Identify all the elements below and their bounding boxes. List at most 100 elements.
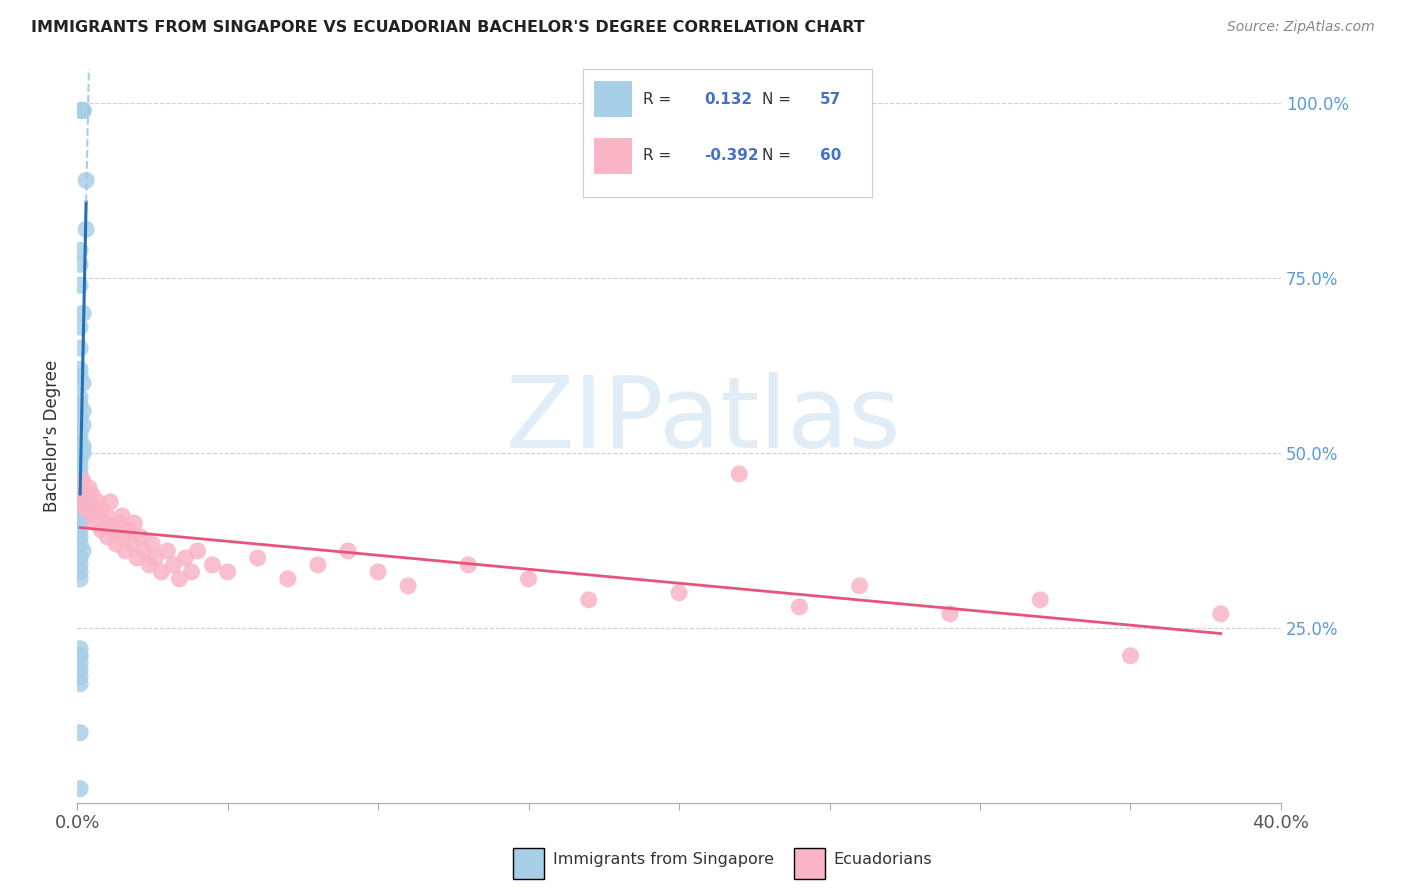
Point	[69, 432, 91, 446]
Point	[96, 530, 118, 544]
Point	[69, 397, 91, 411]
Point	[201, 558, 224, 572]
Point	[72, 446, 94, 460]
Point	[87, 508, 110, 523]
Point	[1209, 607, 1232, 621]
Point	[939, 607, 962, 621]
Point	[72, 376, 94, 391]
Point	[69, 572, 91, 586]
Point	[69, 663, 91, 677]
Point	[72, 306, 94, 320]
Point	[69, 460, 91, 475]
Point	[69, 508, 91, 523]
Point	[72, 404, 94, 418]
Point	[87, 495, 110, 509]
Point	[457, 558, 479, 572]
Point	[69, 677, 91, 691]
Point	[69, 488, 91, 502]
Point	[72, 439, 94, 453]
Point	[69, 725, 91, 739]
Point	[69, 481, 91, 495]
Point	[111, 508, 134, 523]
Point	[105, 537, 128, 551]
Point	[69, 244, 91, 258]
Text: Ecuadorians: Ecuadorians	[834, 852, 932, 867]
Text: ZIPatlas: ZIPatlas	[505, 372, 901, 469]
Point	[141, 537, 163, 551]
Point	[668, 586, 690, 600]
Point	[186, 544, 208, 558]
Point	[72, 103, 94, 118]
Point	[174, 550, 197, 565]
Point	[69, 502, 91, 516]
Point	[69, 648, 91, 663]
Text: Immigrants from Singapore: Immigrants from Singapore	[553, 852, 773, 867]
Point	[111, 530, 134, 544]
Point	[169, 572, 191, 586]
Point	[69, 781, 91, 796]
Point	[120, 537, 142, 551]
Point	[69, 523, 91, 537]
Point	[69, 467, 91, 481]
Point	[162, 558, 184, 572]
Text: Source: ZipAtlas.com: Source: ZipAtlas.com	[1227, 20, 1375, 34]
Point	[84, 516, 107, 530]
Point	[77, 495, 100, 509]
Point	[180, 565, 202, 579]
Point	[90, 523, 112, 537]
Point	[132, 544, 155, 558]
Point	[367, 565, 389, 579]
Point	[72, 544, 94, 558]
Point	[69, 411, 91, 425]
Point	[75, 502, 97, 516]
Point	[69, 641, 91, 656]
Point	[789, 599, 811, 614]
Point	[69, 446, 91, 460]
Point	[69, 362, 91, 376]
Point	[69, 474, 91, 488]
Point	[396, 579, 419, 593]
Point	[246, 550, 269, 565]
Point	[156, 544, 179, 558]
Point	[82, 508, 104, 523]
Point	[77, 481, 100, 495]
Point	[69, 558, 91, 572]
Point	[69, 320, 91, 334]
Point	[72, 495, 94, 509]
Point	[69, 453, 91, 467]
Point	[150, 565, 173, 579]
Point	[69, 495, 91, 509]
Point	[117, 523, 139, 537]
Point	[217, 565, 239, 579]
Point	[124, 516, 146, 530]
Point	[69, 502, 91, 516]
Point	[127, 550, 149, 565]
Point	[69, 508, 91, 523]
Point	[69, 488, 91, 502]
Point	[129, 530, 152, 544]
Point	[72, 418, 94, 433]
Point	[307, 558, 329, 572]
Point	[69, 257, 91, 271]
Point	[69, 390, 91, 404]
Point	[69, 369, 91, 384]
Point	[69, 425, 91, 439]
Point	[69, 648, 91, 663]
Point	[90, 502, 112, 516]
Point	[277, 572, 299, 586]
Point	[98, 495, 121, 509]
Point	[578, 592, 600, 607]
Point	[108, 516, 131, 530]
Point	[82, 488, 104, 502]
Point	[336, 544, 359, 558]
Point	[75, 222, 97, 236]
Point	[728, 467, 751, 481]
Point	[75, 488, 97, 502]
Point	[96, 508, 118, 523]
Point	[69, 516, 91, 530]
Point	[69, 341, 91, 355]
Point	[69, 411, 91, 425]
Point	[72, 474, 94, 488]
Point	[72, 495, 94, 509]
Point	[138, 558, 160, 572]
